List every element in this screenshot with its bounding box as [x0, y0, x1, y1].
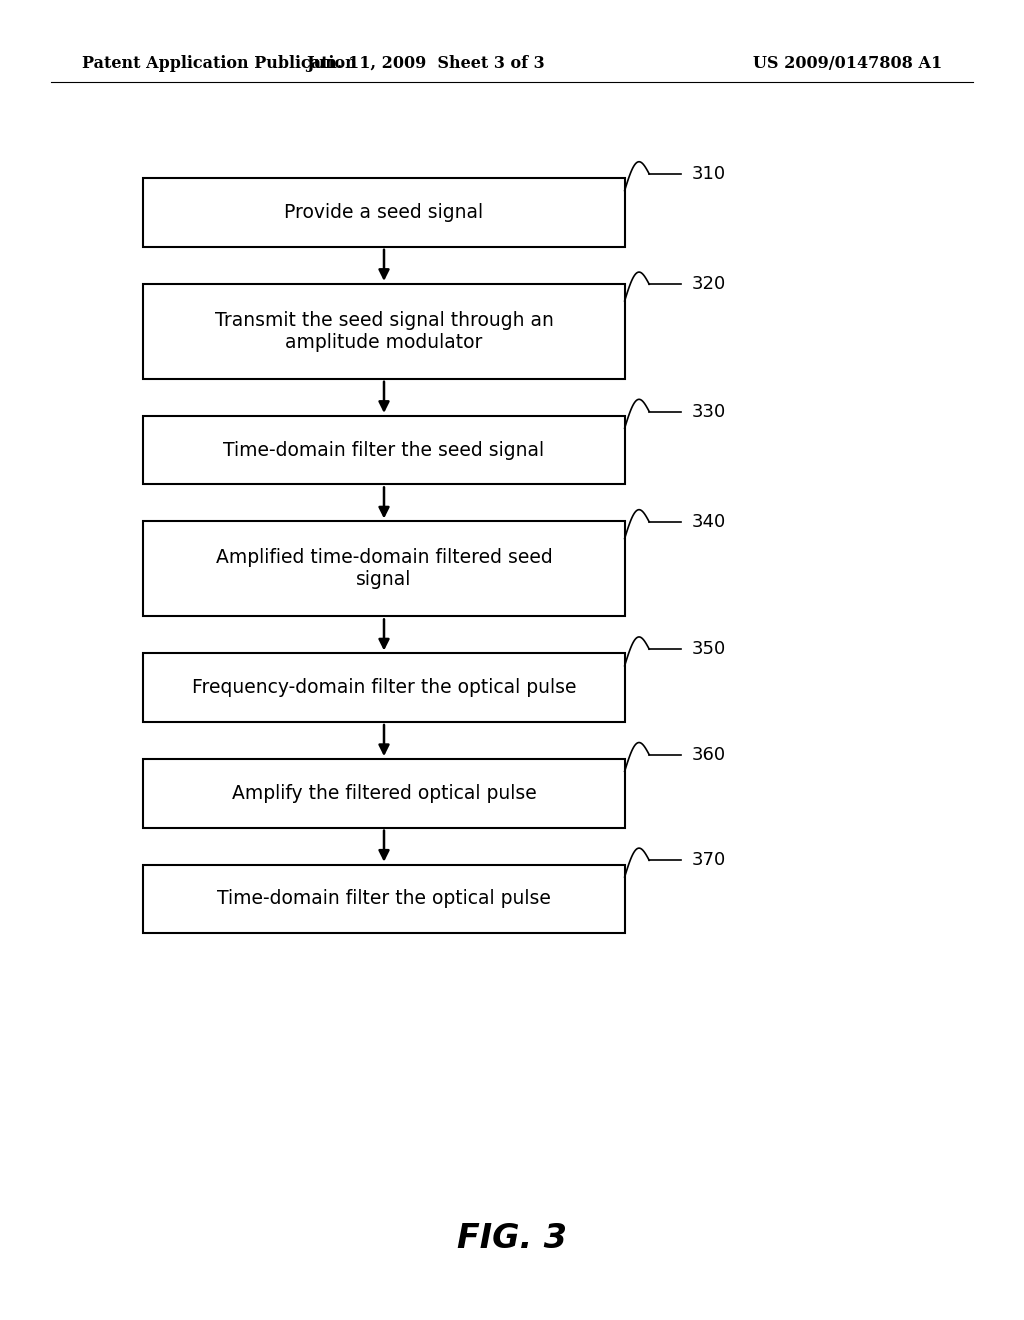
Text: 330: 330 [691, 403, 725, 421]
Bar [143, 178, 625, 247]
Text: 310: 310 [691, 165, 725, 183]
Text: Transmit the seed signal through an
amplitude modulator: Transmit the seed signal through an ampl… [215, 310, 553, 352]
Text: Time-domain filter the optical pulse: Time-domain filter the optical pulse [217, 890, 551, 908]
Text: Provide a seed signal: Provide a seed signal [285, 203, 483, 222]
Bar [143, 865, 625, 933]
Bar [143, 416, 625, 484]
Text: Amplified time-domain filtered seed
signal: Amplified time-domain filtered seed sign… [216, 548, 552, 590]
Text: Frequency-domain filter the optical pulse: Frequency-domain filter the optical puls… [191, 678, 577, 697]
Text: US 2009/0147808 A1: US 2009/0147808 A1 [753, 55, 942, 73]
Text: 360: 360 [691, 746, 725, 764]
Bar [143, 759, 625, 828]
Text: 350: 350 [691, 640, 725, 659]
Text: FIG. 3: FIG. 3 [457, 1222, 567, 1254]
Bar [143, 284, 625, 379]
Text: Jun. 11, 2009  Sheet 3 of 3: Jun. 11, 2009 Sheet 3 of 3 [305, 55, 545, 73]
Text: 370: 370 [691, 851, 725, 870]
Text: 340: 340 [691, 513, 725, 531]
Text: Amplify the filtered optical pulse: Amplify the filtered optical pulse [231, 784, 537, 803]
Bar [143, 653, 625, 722]
Text: 320: 320 [691, 276, 725, 293]
Text: Time-domain filter the seed signal: Time-domain filter the seed signal [223, 441, 545, 459]
Bar [143, 521, 625, 616]
Text: Patent Application Publication: Patent Application Publication [82, 55, 356, 73]
